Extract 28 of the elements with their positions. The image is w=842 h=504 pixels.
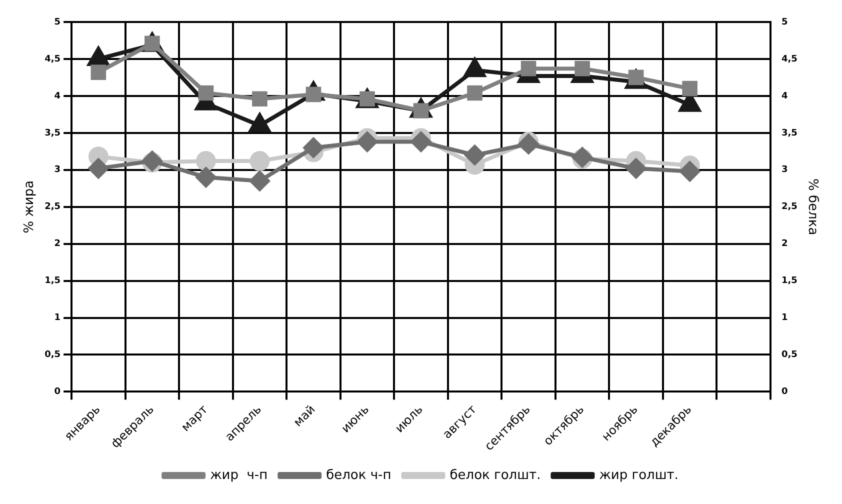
y2-tick-label: 2 xyxy=(781,239,788,250)
y-axis-title: % жира xyxy=(22,180,38,234)
y-tick-label: 4,5 xyxy=(44,54,61,64)
y-tick-label: 3,5 xyxy=(44,128,61,138)
y-tick-label: 3 xyxy=(54,165,61,176)
y2-tick-label: 1,5 xyxy=(781,276,798,286)
legend-label: жир ч-п xyxy=(210,468,268,483)
y-tick-label: 1 xyxy=(54,313,61,324)
y-tick-label: 1,5 xyxy=(44,276,61,286)
y-tick-label: 0 xyxy=(54,387,61,398)
y2-axis-title: % белка xyxy=(804,178,820,236)
y-tick-label: 5 xyxy=(54,17,61,28)
legend-label: жир голшт. xyxy=(599,468,678,483)
y2-tick-label: 4 xyxy=(781,91,788,102)
y2-tick-label: 5 xyxy=(781,17,788,28)
y2-tick-label: 0,5 xyxy=(781,350,798,360)
y2-tick-label: 0 xyxy=(781,387,788,398)
y-tick-label: 2,5 xyxy=(44,202,61,212)
y2-tick-label: 4,5 xyxy=(781,54,798,64)
y-tick-label: 2 xyxy=(54,239,61,250)
legend-label: белок голшт. xyxy=(450,468,541,483)
y2-tick-label: 3 xyxy=(781,165,788,176)
y-tick-label: 0,5 xyxy=(44,350,61,360)
y-tick-label: 4 xyxy=(54,91,61,102)
y2-tick-label: 1 xyxy=(781,313,788,324)
y2-tick-label: 2,5 xyxy=(781,202,798,212)
legend-label: белок ч-п xyxy=(326,468,392,483)
y2-tick-label: 3,5 xyxy=(781,128,798,138)
